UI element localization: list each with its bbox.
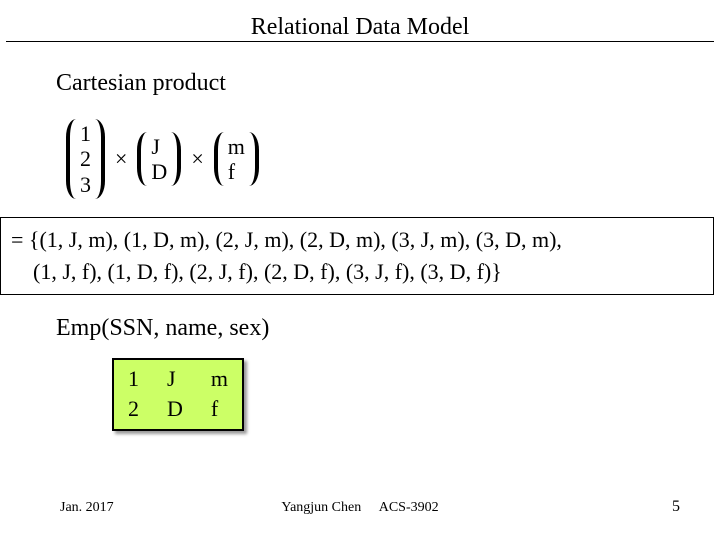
set-a: 1 2 3 bbox=[66, 119, 105, 199]
table-cell: 1 bbox=[128, 364, 139, 395]
header: Relational Data Model bbox=[0, 0, 720, 41]
result-set: = {(1, J, m), (1, D, m), (2, J, m), (2, … bbox=[0, 217, 714, 295]
set-c: m f bbox=[214, 132, 259, 187]
result-line: (1, J, f), (1, D, f), (2, J, f), (2, D, … bbox=[11, 256, 703, 288]
relation-instance-table: 1 2 J D m f bbox=[112, 358, 244, 432]
table-cell: D bbox=[167, 394, 183, 425]
table-col-ssn: 1 2 bbox=[114, 360, 153, 430]
times-operator: × bbox=[185, 146, 209, 172]
set-b-item: D bbox=[151, 159, 167, 184]
result-line: = {(1, J, m), (1, D, m), (2, J, m), (2, … bbox=[11, 224, 703, 256]
set-a-item: 3 bbox=[80, 172, 91, 197]
times-operator: × bbox=[109, 146, 133, 172]
set-a-item: 1 bbox=[80, 121, 91, 146]
table-cell: 2 bbox=[128, 394, 139, 425]
set-b: J D bbox=[137, 132, 181, 187]
slide-title: Relational Data Model bbox=[251, 14, 470, 41]
table-col-sex: m f bbox=[197, 360, 242, 430]
set-c-item: m bbox=[228, 134, 245, 159]
set-c-item: f bbox=[228, 159, 245, 184]
relation-schema: Emp(SSN, name, sex) bbox=[56, 315, 680, 342]
set-b-item: J bbox=[151, 134, 167, 159]
content-area: Cartesian product 1 2 3 × J D × m f bbox=[0, 42, 720, 199]
set-a-item: 2 bbox=[80, 146, 91, 171]
footer-author-course: Yangjun Chen ACS-3902 bbox=[0, 500, 720, 516]
footer-page-number: 5 bbox=[672, 498, 680, 516]
table-cell: m bbox=[211, 364, 228, 395]
table-cell: f bbox=[211, 394, 228, 425]
slide: Relational Data Model Cartesian product … bbox=[0, 0, 720, 540]
table-col-name: J D bbox=[153, 360, 197, 430]
subtitle: Cartesian product bbox=[56, 70, 680, 97]
table-cell: J bbox=[167, 364, 183, 395]
cartesian-product-expression: 1 2 3 × J D × m f bbox=[62, 119, 680, 199]
content-area-2: Emp(SSN, name, sex) 1 2 J D m f bbox=[0, 315, 720, 432]
